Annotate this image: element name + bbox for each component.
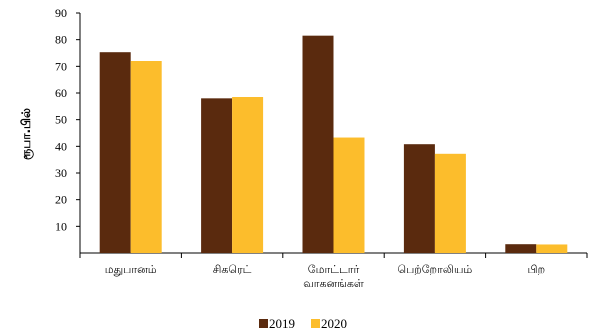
bar-2019-4	[505, 244, 537, 253]
y-axis: 10 20 30 40 50 60 70 80 90	[55, 6, 81, 253]
y-tick-label: 80	[55, 33, 67, 47]
legend-label-2019: 2019	[269, 316, 295, 331]
category-label: மோட்டார்	[308, 263, 360, 276]
y-tick-label: 10	[55, 219, 67, 233]
category-label: வாகனங்கள்	[303, 277, 364, 290]
category-label: பிற	[528, 263, 546, 276]
legend-swatch-2020	[311, 319, 320, 328]
y-tick-label: 50	[55, 113, 67, 127]
y-tick-label: 20	[55, 193, 67, 207]
y-tick-label: 60	[55, 86, 67, 100]
legend: 2019 2020	[259, 316, 347, 331]
legend-label-2020: 2020	[321, 316, 347, 331]
bar-2019-3	[403, 144, 435, 253]
bar-2019-0	[99, 52, 131, 254]
y-axis-title: ரூபா.பில்	[19, 108, 34, 160]
category-label: சிகரெட்	[213, 263, 252, 276]
category-label: பெற்றோலியம்	[398, 263, 473, 276]
y-tick-label: 70	[55, 59, 67, 73]
category-label: மதுபானம்	[105, 263, 157, 276]
bar-2019-1	[201, 98, 233, 253]
bar-2020-4	[536, 244, 568, 253]
bar-2020-2	[333, 137, 365, 253]
y-tick-label: 30	[55, 166, 67, 180]
y-tick-label: 40	[55, 139, 67, 153]
legend-swatch-2019	[259, 319, 268, 328]
y-tick-label: 90	[55, 6, 67, 20]
x-axis	[79, 252, 588, 258]
category-labels: மதுபானம் சிகரெட் மோட்டார்வாகனங்கள் பெற்றோலி…	[105, 263, 545, 290]
bars	[99, 35, 568, 254]
bar-2020-0	[130, 61, 162, 253]
bar-2019-2	[302, 35, 334, 253]
bar-2020-3	[434, 153, 466, 253]
bar-2020-1	[232, 97, 264, 253]
